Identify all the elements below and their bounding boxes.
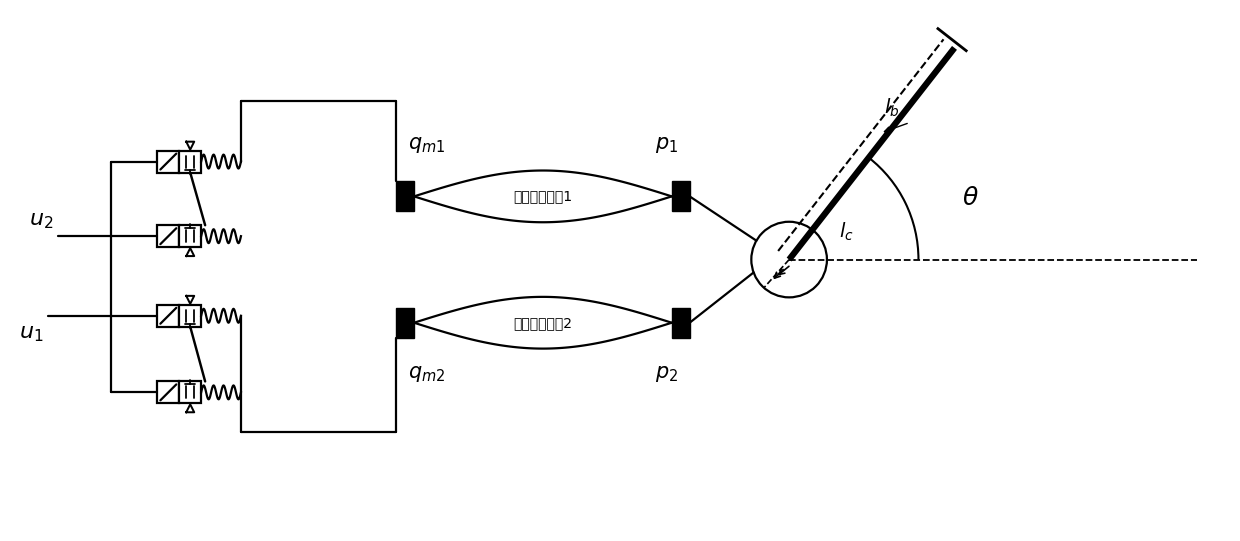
Text: $u_{1}$: $u_{1}$ [19,324,43,344]
Bar [180,381,201,403]
Text: 气动人工肌肉2: 气动人工肌肉2 [513,316,573,329]
Bar [672,181,689,212]
Bar [180,225,201,247]
Polygon shape [414,170,672,222]
Bar [157,225,180,247]
Text: $u_{2}$: $u_{2}$ [29,211,53,231]
Bar [157,305,180,327]
Text: $p_{1}$: $p_{1}$ [655,135,678,155]
Bar [396,308,414,338]
Text: $\theta$: $\theta$ [962,186,978,210]
Text: $l_{c}$: $l_{c}$ [839,221,854,243]
Text: $p_{2}$: $p_{2}$ [655,365,678,385]
Polygon shape [414,297,672,348]
Text: $l_{b}$: $l_{b}$ [884,96,900,118]
Text: $q_{m2}$: $q_{m2}$ [408,365,445,385]
Text: $q_{m1}$: $q_{m1}$ [408,135,445,155]
Bar [157,150,180,173]
Bar [180,150,201,173]
Text: 气动人工肌肉1: 气动人工肌肉1 [513,189,573,203]
Bar [672,308,689,338]
Bar [180,305,201,327]
Bar [157,381,180,403]
Bar [396,181,414,212]
